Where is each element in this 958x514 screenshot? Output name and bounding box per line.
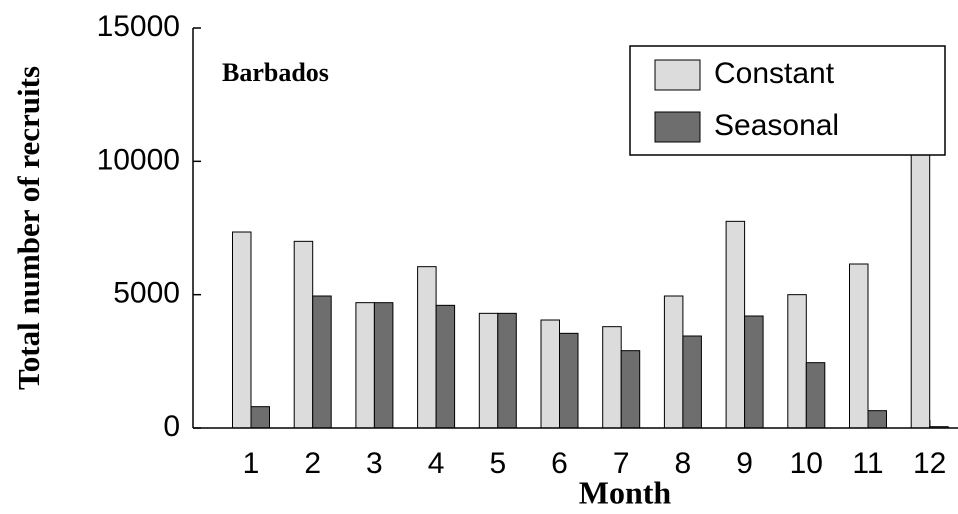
x-axis-label: Month [579, 474, 672, 510]
bar [725, 220, 746, 429]
bar [849, 263, 869, 429]
bar [250, 406, 270, 429]
bar [602, 326, 622, 429]
legend-label: Seasonal [714, 109, 839, 142]
bar [293, 240, 314, 429]
bar [805, 362, 826, 429]
x-tick-label: 12 [913, 447, 946, 480]
legend-swatch [654, 111, 701, 143]
x-tick-label: 8 [675, 447, 692, 480]
bar [663, 295, 684, 429]
x-tick-label: 2 [304, 447, 321, 480]
bar [620, 350, 641, 429]
x-tick-label: 11 [852, 447, 883, 480]
x-tick-label: 9 [736, 447, 753, 480]
bar [312, 295, 332, 429]
annotation: Barbados [222, 58, 329, 87]
bar [867, 410, 887, 429]
x-tick-label: 10 [790, 447, 823, 480]
y-tick-label: 10000 [97, 143, 180, 176]
bar [373, 302, 394, 429]
y-tick-label: 15000 [97, 10, 180, 43]
bar [682, 335, 702, 429]
bar [744, 315, 764, 429]
y-tick-label: 0 [163, 410, 180, 443]
x-tick-label: 1 [243, 447, 260, 480]
y-tick-label: 5000 [113, 277, 180, 310]
bar [232, 231, 252, 429]
y-axis-label: Total number of recruits [11, 66, 46, 390]
bar [910, 142, 931, 429]
bar [787, 294, 807, 429]
bar [417, 266, 437, 429]
x-tick-label: 6 [551, 447, 568, 480]
x-tick-label: 7 [613, 447, 630, 480]
legend-swatch [654, 59, 701, 91]
bar [559, 332, 579, 429]
bar [355, 302, 375, 429]
x-tick-label: 5 [489, 447, 506, 480]
legend-label: Constant [714, 57, 835, 90]
bar [435, 304, 456, 429]
bar [478, 312, 499, 429]
bar [497, 312, 517, 429]
x-tick-label: 4 [428, 447, 445, 480]
bar [540, 319, 560, 429]
x-tick-label: 3 [366, 447, 383, 480]
